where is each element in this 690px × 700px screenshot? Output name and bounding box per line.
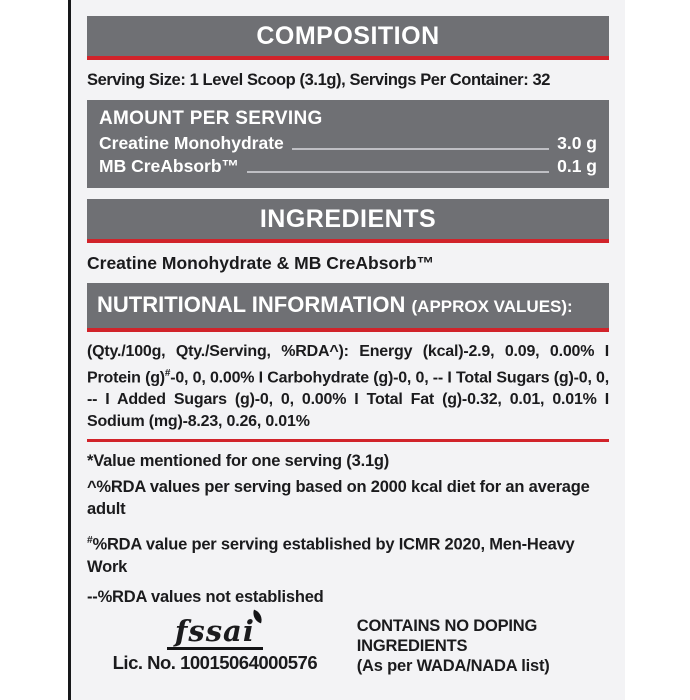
- red-divider-rule: [87, 439, 609, 443]
- ingredients-title: INGREDIENTS: [259, 205, 437, 233]
- leader-line: [247, 171, 550, 173]
- nutrient-value: 3.0 g: [557, 133, 597, 153]
- nutrient-name: Creatine Monohydrate: [99, 133, 284, 153]
- footnote-rda-not-established: --%RDA values not established: [87, 587, 324, 606]
- fssai-block: fssai Lic. No. 10015064000576: [87, 609, 343, 674]
- amount-row-creabsorb: MB CreAbsorb™ 0.1 g: [99, 155, 597, 178]
- ingredients-header-bar: INGREDIENTS: [87, 199, 609, 243]
- nutritional-values-part1: (Qty./100g, Qty./Serving, %RDA^): Energy…: [87, 343, 609, 387]
- nutritional-info-title: NUTRITIONAL INFORMATION: [97, 292, 412, 317]
- serving-size-line: Serving Size: 1 Level Scoop (3.1g), Serv…: [87, 71, 551, 89]
- nutritional-info-header-bar: NUTRITIONAL INFORMATION (APPROX VALUES):: [87, 283, 609, 332]
- hash-superscript: #: [164, 368, 171, 379]
- nutritional-values-paragraph: (Qty./100g, Qty./Serving, %RDA^): Energy…: [87, 341, 609, 433]
- amount-per-serving-box: AMOUNT PER SERVING Creatine Monohydrate …: [87, 100, 609, 188]
- nutrient-value: 0.1 g: [557, 156, 597, 176]
- label-footer: fssai Lic. No. 10015064000576 CONTAINS N…: [87, 609, 609, 676]
- doping-claim-line2: INGREDIENTS: [356, 636, 468, 655]
- footnote-serving-value: *Value mentioned for one serving (3.1g): [87, 452, 390, 471]
- fssai-logo: fssai: [166, 609, 265, 651]
- footnote-rda-basis: ^%RDA values per serving based on 2000 k…: [87, 478, 590, 519]
- fssai-license-number: Lic. No. 10015064000576: [112, 652, 318, 674]
- amount-row-creatine: Creatine Monohydrate 3.0 g: [99, 132, 597, 155]
- doping-claim-line1: CONTAINS NO DOPING: [356, 616, 538, 635]
- composition-label-panel: COMPOSITION Serving Size: 1 Level Scoop …: [68, 0, 625, 700]
- footnote-rda-source-text: %RDA value per serving established by IC…: [87, 535, 575, 576]
- composition-header-bar: COMPOSITION: [87, 16, 609, 60]
- doping-claim-block: CONTAINS NO DOPING INGREDIENTS (As per W…: [343, 616, 609, 676]
- footnote-rda-source: #%RDA value per serving established by I…: [87, 530, 609, 578]
- nutritional-values-part2: -0, 0, 0.00% I Carbohydrate (g)-0, 0, --…: [87, 369, 609, 431]
- composition-title: COMPOSITION: [256, 22, 440, 50]
- nutritional-info-title-suffix: (APPROX VALUES):: [411, 297, 573, 316]
- nutrient-name: MB CreAbsorb™: [99, 156, 240, 176]
- hash-superscript: #: [87, 535, 93, 547]
- ingredients-text: Creatine Monohydrate & MB CreAbsorb™: [87, 253, 435, 273]
- fssai-wordmark: fssai: [174, 613, 255, 648]
- doping-claim-line3: (As per WADA/NADA list): [356, 656, 550, 675]
- amount-per-serving-title: AMOUNT PER SERVING: [99, 108, 323, 129]
- leader-line: [291, 148, 550, 150]
